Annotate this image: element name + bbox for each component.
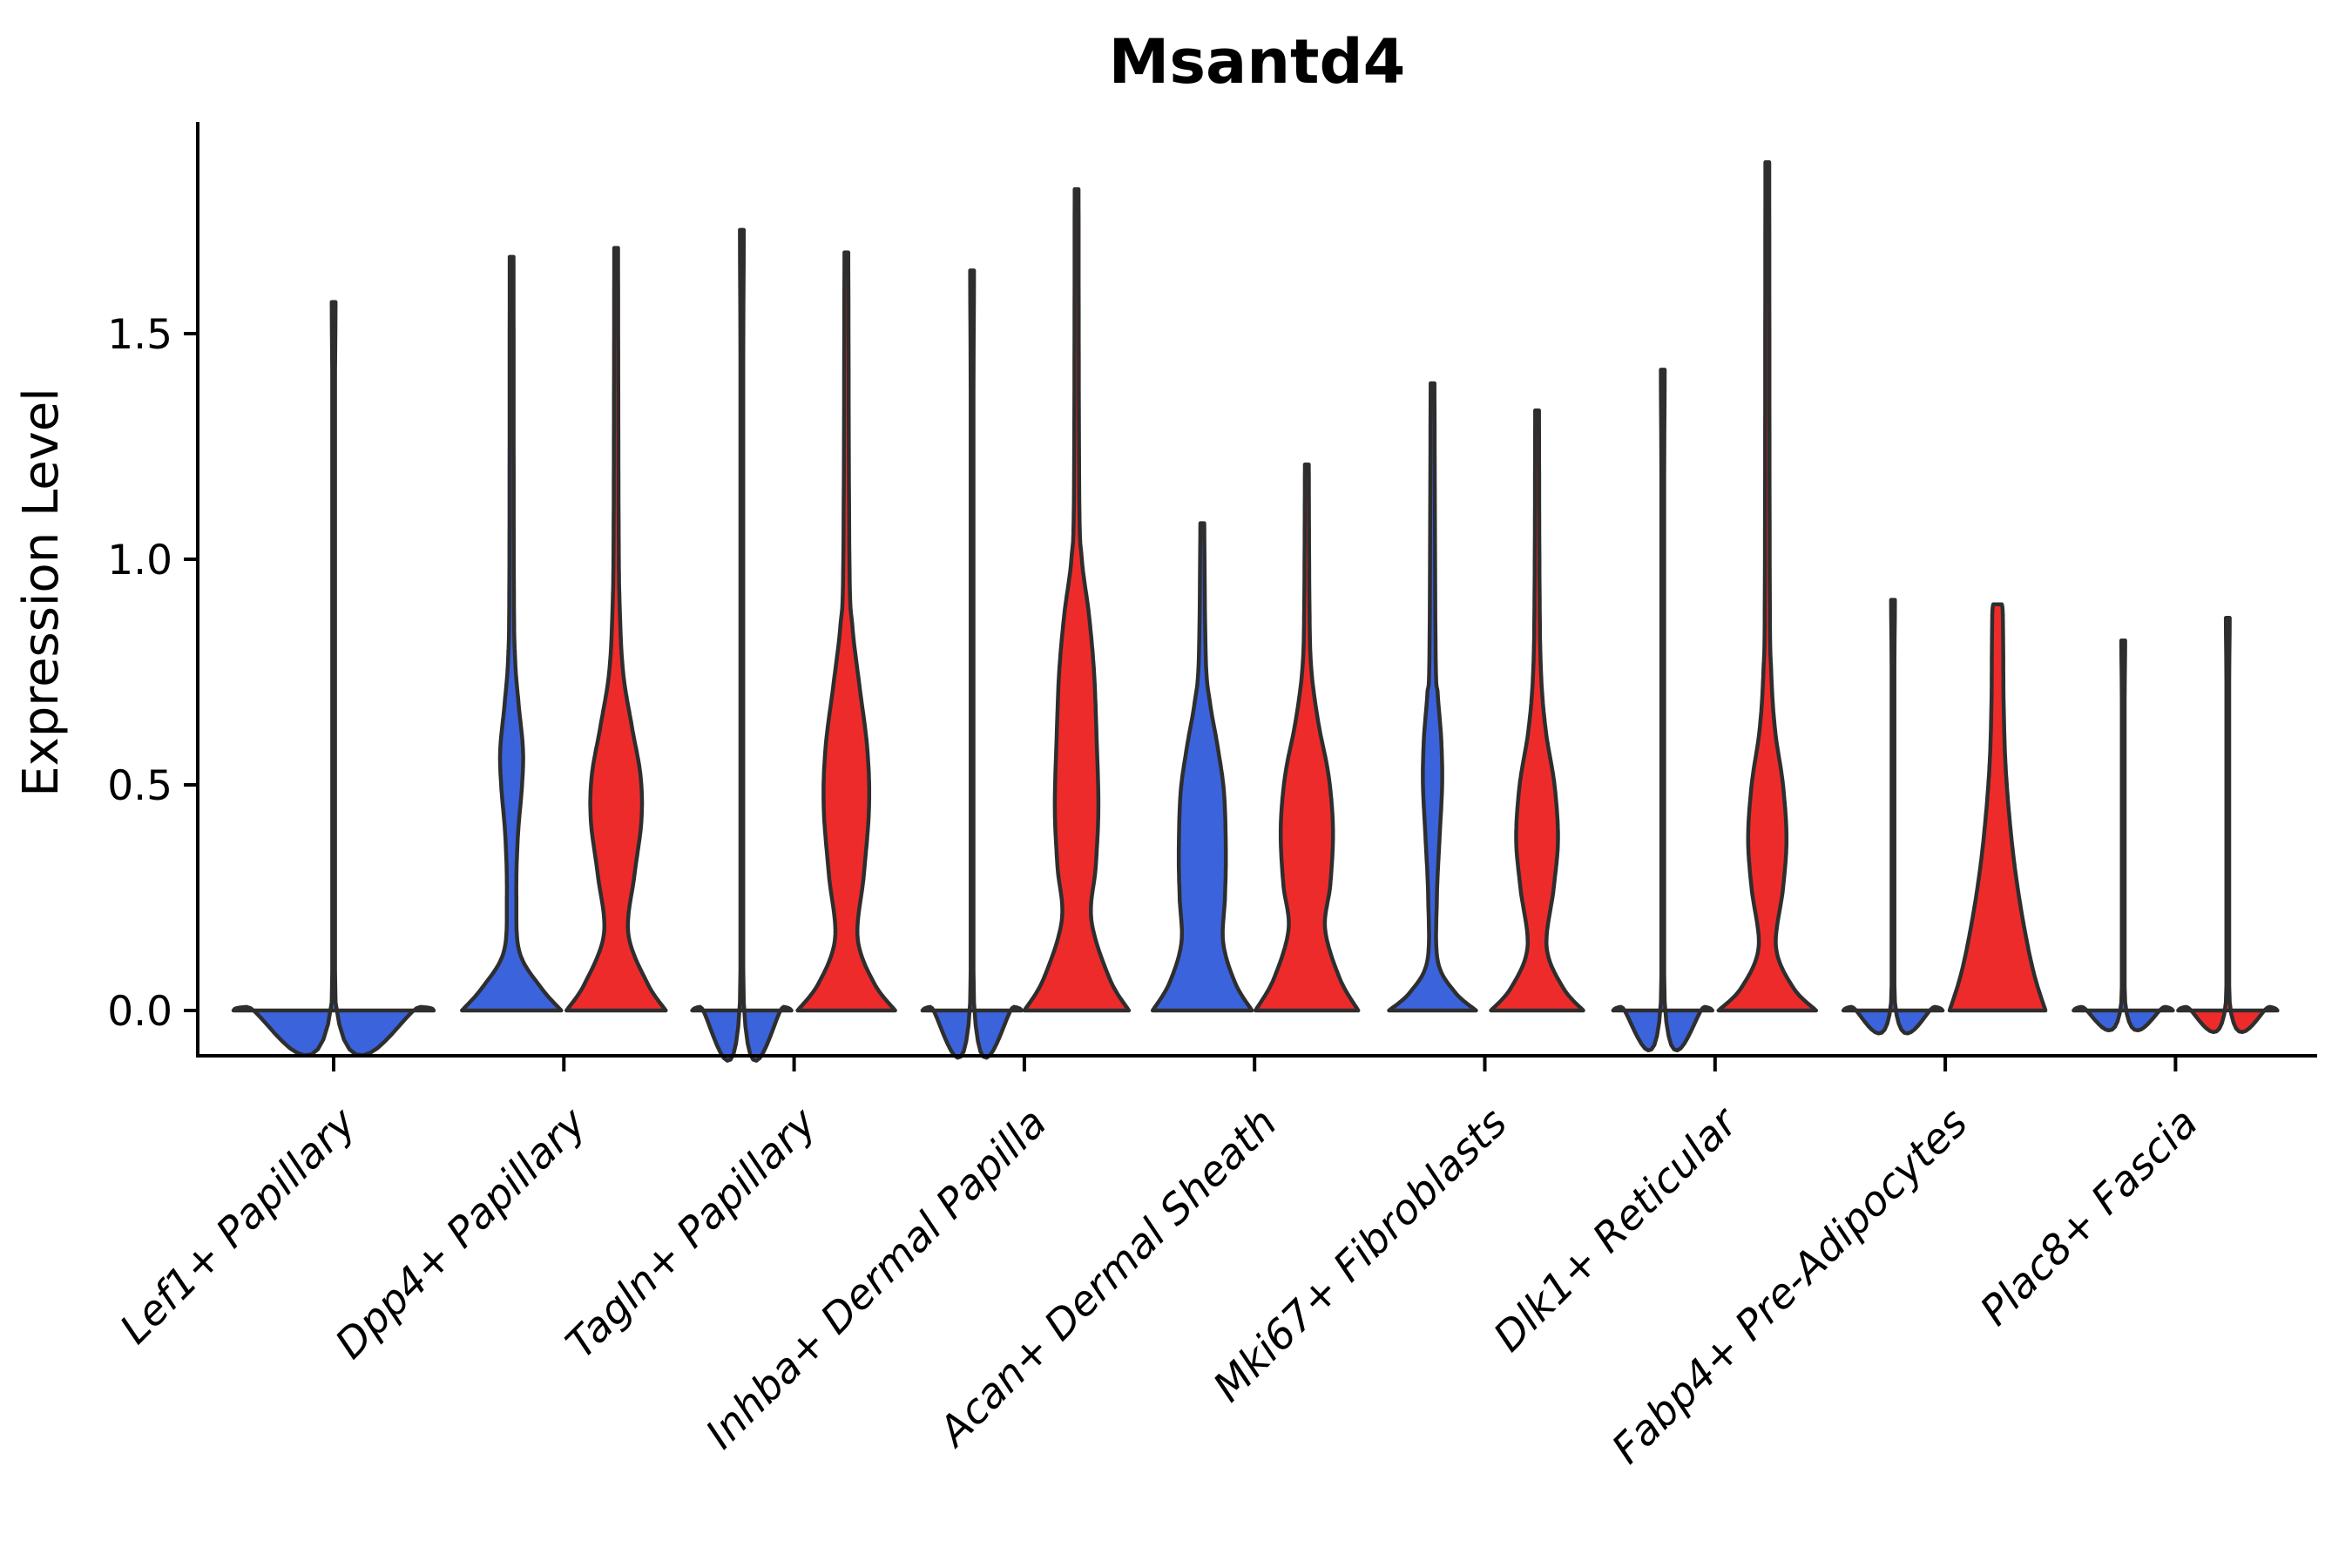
violin-dpp4-papillary-right (564, 246, 668, 1013)
violin-dlk1-reticular-left (1611, 368, 1715, 1053)
violin-tagln-papillary-right (795, 250, 897, 1013)
y-tick-label: 0.0 (107, 988, 172, 1036)
x-tick-label-2: Tagln+ Papillary (557, 1098, 827, 1369)
violin-plac8-fascia-left (2072, 638, 2175, 1033)
violin-fabp4-pre-adipocytes-left (1841, 598, 1945, 1036)
y-tick-label: 1.5 (107, 311, 172, 359)
violin-acan-dermal-sheath-left (1150, 521, 1254, 1013)
violin-mki67-fibroblasts-right (1489, 408, 1585, 1013)
x-tick-label-0: Lef1+ Papillary (111, 1098, 366, 1354)
violin-dpp4-papillary-left (460, 254, 564, 1013)
violin-acan-dermal-sheath-right (1253, 462, 1361, 1013)
y-axis-label: Expression Level (13, 388, 70, 797)
violin-fabp4-pre-adipocytes-right (1947, 602, 2048, 1013)
chart-title: Msantd4 (1109, 26, 1406, 98)
violins-layer (231, 159, 2280, 1063)
violin-tagln-papillary-left (690, 227, 794, 1063)
y-tick-label: 1.0 (107, 537, 172, 585)
y-tick-label: 0.5 (107, 762, 172, 810)
violin-inhba-dermal-papilla-left (920, 268, 1024, 1060)
x-tick-label-8: Plac8+ Fascia (1971, 1099, 2207, 1335)
violin-inhba-dermal-papilla-right (1022, 186, 1132, 1013)
violin-dlk1-reticular-right (1716, 159, 1819, 1013)
violin-mki67-fibroblasts-left (1387, 381, 1478, 1013)
x-tick-label-6: Dlk1+ Reticular (1484, 1098, 1748, 1362)
violin-lef1-papillary-full (231, 300, 436, 1058)
x-tick-label-1: Dpp4+ Papillary (327, 1098, 597, 1369)
violin-plac8-fascia-right (2176, 616, 2280, 1035)
